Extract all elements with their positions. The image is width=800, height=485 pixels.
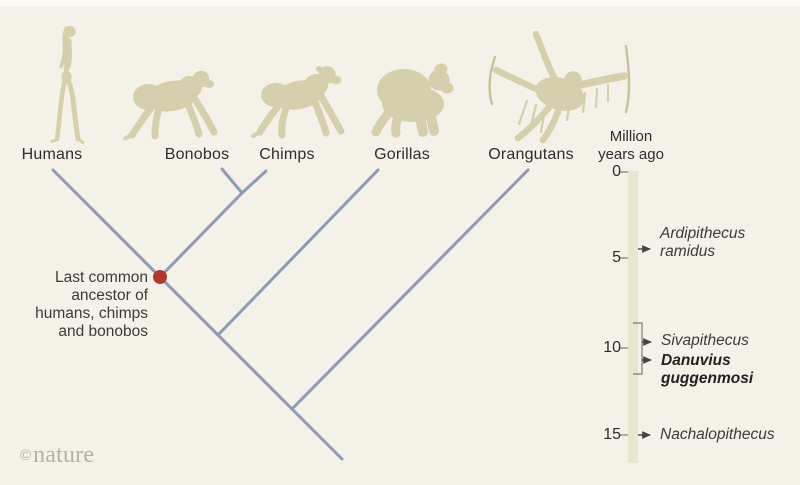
tick-label-0: 0 xyxy=(612,163,621,180)
species-label-chimps: Chimps xyxy=(259,146,315,163)
tick-label-10: 10 xyxy=(603,339,621,356)
phylogenetic-tree-lines xyxy=(51,167,530,461)
tree-branch-main xyxy=(51,168,344,461)
branch-stick-icon xyxy=(488,55,497,106)
fossil-label-sivapithecus: Sivapithecus xyxy=(661,332,749,349)
lca-label: Last common ancestor of humans, chimps a… xyxy=(35,269,148,340)
timeline-title: Million years ago xyxy=(598,128,664,163)
orangutan-silhouette xyxy=(488,30,631,144)
fossil-label-ardipithecus-ramidus: Ardipithecus ramidus xyxy=(660,225,746,260)
tick-label-5: 5 xyxy=(612,249,621,266)
timeline-bar xyxy=(628,171,638,463)
tree-branch-gorilla xyxy=(216,168,380,337)
nature-brand-text: nature xyxy=(33,442,95,468)
tree-branch-panins xyxy=(158,191,244,279)
species-label-humans: Humans xyxy=(21,146,83,163)
tree-branch-bonobo-chimp xyxy=(220,167,268,196)
bonobo-silhouette xyxy=(123,70,218,141)
tree-branch-orangutan xyxy=(290,168,530,411)
fossil-bracket xyxy=(633,322,643,375)
chimp-silhouette xyxy=(251,66,345,139)
human-silhouette xyxy=(50,25,85,144)
species-label-orangutans: Orangutans xyxy=(488,146,574,163)
fossil-pointers xyxy=(633,245,652,439)
species-label-gorillas: Gorillas xyxy=(374,146,430,163)
gorilla-silhouette xyxy=(371,63,454,138)
species-label-bonobos: Bonobos xyxy=(164,146,230,163)
fossil-label-nachalopithecus: Nachalopithecus xyxy=(660,426,775,443)
nature-logo: © nature xyxy=(20,443,94,467)
fossil-label-danuvius-guggenmosi: Danuvius guggenmosi xyxy=(661,352,754,387)
branch-stick-icon xyxy=(624,44,631,114)
timeline-ticks xyxy=(620,171,628,436)
copyright-icon: © xyxy=(20,446,32,464)
lca-node-dot xyxy=(153,270,167,284)
tick-label-15: 15 xyxy=(603,426,621,443)
